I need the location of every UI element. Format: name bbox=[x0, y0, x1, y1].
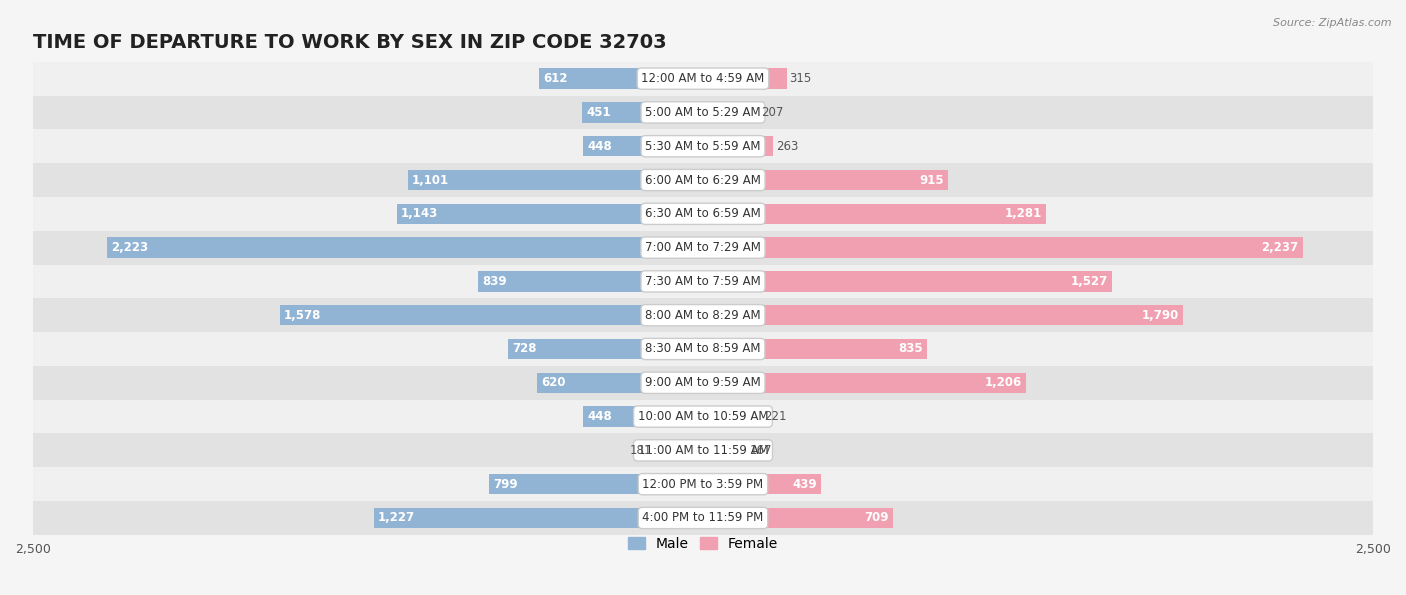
Bar bbox=[703, 474, 821, 494]
Bar bbox=[374, 508, 703, 528]
Text: 315: 315 bbox=[790, 72, 811, 85]
Bar bbox=[489, 474, 703, 494]
Bar bbox=[703, 68, 787, 89]
Text: 12:00 AM to 4:59 AM: 12:00 AM to 4:59 AM bbox=[641, 72, 765, 85]
Bar bbox=[107, 237, 703, 258]
Bar bbox=[32, 467, 1374, 501]
Bar bbox=[703, 406, 762, 427]
Bar bbox=[703, 305, 1182, 325]
Text: 2,237: 2,237 bbox=[1261, 241, 1299, 254]
Bar bbox=[396, 203, 703, 224]
Bar bbox=[32, 197, 1374, 231]
Bar bbox=[32, 96, 1374, 129]
Bar bbox=[538, 68, 703, 89]
Text: 1,790: 1,790 bbox=[1142, 309, 1178, 322]
Text: 448: 448 bbox=[586, 140, 612, 153]
Bar bbox=[583, 136, 703, 156]
Text: 11:00 AM to 11:59 AM: 11:00 AM to 11:59 AM bbox=[638, 444, 768, 457]
Text: 1,143: 1,143 bbox=[401, 207, 437, 220]
Bar bbox=[703, 339, 927, 359]
Bar bbox=[32, 163, 1374, 197]
Bar bbox=[654, 440, 703, 461]
Bar bbox=[703, 102, 758, 123]
Text: 181: 181 bbox=[630, 444, 652, 457]
Text: 1,578: 1,578 bbox=[284, 309, 322, 322]
Text: 207: 207 bbox=[761, 106, 783, 119]
Text: 439: 439 bbox=[792, 478, 817, 491]
Text: 167: 167 bbox=[749, 444, 772, 457]
Text: 1,527: 1,527 bbox=[1071, 275, 1108, 288]
Bar bbox=[32, 366, 1374, 400]
Bar bbox=[32, 332, 1374, 366]
Bar bbox=[32, 231, 1374, 265]
Text: 8:30 AM to 8:59 AM: 8:30 AM to 8:59 AM bbox=[645, 343, 761, 355]
Text: Source: ZipAtlas.com: Source: ZipAtlas.com bbox=[1274, 18, 1392, 28]
Text: 7:00 AM to 7:29 AM: 7:00 AM to 7:29 AM bbox=[645, 241, 761, 254]
Text: 263: 263 bbox=[776, 140, 799, 153]
Text: 835: 835 bbox=[898, 343, 922, 355]
Bar bbox=[408, 170, 703, 190]
Bar bbox=[703, 237, 1302, 258]
Text: 8:00 AM to 8:29 AM: 8:00 AM to 8:29 AM bbox=[645, 309, 761, 322]
Text: 1,281: 1,281 bbox=[1005, 207, 1042, 220]
Bar bbox=[703, 271, 1112, 292]
Text: 9:00 AM to 9:59 AM: 9:00 AM to 9:59 AM bbox=[645, 376, 761, 389]
Bar bbox=[703, 170, 948, 190]
Text: 620: 620 bbox=[541, 376, 565, 389]
Bar bbox=[703, 136, 773, 156]
Bar bbox=[582, 102, 703, 123]
Text: 709: 709 bbox=[865, 512, 889, 524]
Bar bbox=[32, 265, 1374, 298]
Bar bbox=[703, 203, 1046, 224]
Bar bbox=[583, 406, 703, 427]
Text: 7:30 AM to 7:59 AM: 7:30 AM to 7:59 AM bbox=[645, 275, 761, 288]
Text: 2,223: 2,223 bbox=[111, 241, 148, 254]
Bar bbox=[537, 372, 703, 393]
Text: 12:00 PM to 3:59 PM: 12:00 PM to 3:59 PM bbox=[643, 478, 763, 491]
Bar bbox=[703, 508, 893, 528]
Bar bbox=[703, 440, 748, 461]
Text: 10:00 AM to 10:59 AM: 10:00 AM to 10:59 AM bbox=[638, 410, 768, 423]
Text: 839: 839 bbox=[482, 275, 506, 288]
Bar bbox=[32, 129, 1374, 163]
Bar bbox=[32, 298, 1374, 332]
Bar bbox=[32, 501, 1374, 535]
Text: 221: 221 bbox=[765, 410, 787, 423]
Bar bbox=[32, 400, 1374, 434]
Text: 915: 915 bbox=[920, 174, 945, 186]
Text: 6:00 AM to 6:29 AM: 6:00 AM to 6:29 AM bbox=[645, 174, 761, 186]
Legend: Male, Female: Male, Female bbox=[623, 531, 783, 556]
Text: 448: 448 bbox=[586, 410, 612, 423]
Text: 4:00 PM to 11:59 PM: 4:00 PM to 11:59 PM bbox=[643, 512, 763, 524]
Text: 799: 799 bbox=[494, 478, 517, 491]
Bar bbox=[703, 372, 1026, 393]
Bar bbox=[508, 339, 703, 359]
Bar bbox=[280, 305, 703, 325]
Bar bbox=[32, 434, 1374, 467]
Text: 1,227: 1,227 bbox=[378, 512, 415, 524]
Text: 1,206: 1,206 bbox=[986, 376, 1022, 389]
Text: 6:30 AM to 6:59 AM: 6:30 AM to 6:59 AM bbox=[645, 207, 761, 220]
Text: 728: 728 bbox=[512, 343, 537, 355]
Text: TIME OF DEPARTURE TO WORK BY SEX IN ZIP CODE 32703: TIME OF DEPARTURE TO WORK BY SEX IN ZIP … bbox=[32, 33, 666, 52]
Text: 5:00 AM to 5:29 AM: 5:00 AM to 5:29 AM bbox=[645, 106, 761, 119]
Text: 5:30 AM to 5:59 AM: 5:30 AM to 5:59 AM bbox=[645, 140, 761, 153]
Bar bbox=[478, 271, 703, 292]
Text: 1,101: 1,101 bbox=[412, 174, 449, 186]
Text: 451: 451 bbox=[586, 106, 610, 119]
Text: 612: 612 bbox=[543, 72, 568, 85]
Bar bbox=[32, 62, 1374, 96]
